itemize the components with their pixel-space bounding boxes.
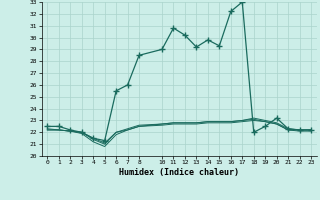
X-axis label: Humidex (Indice chaleur): Humidex (Indice chaleur): [119, 168, 239, 177]
